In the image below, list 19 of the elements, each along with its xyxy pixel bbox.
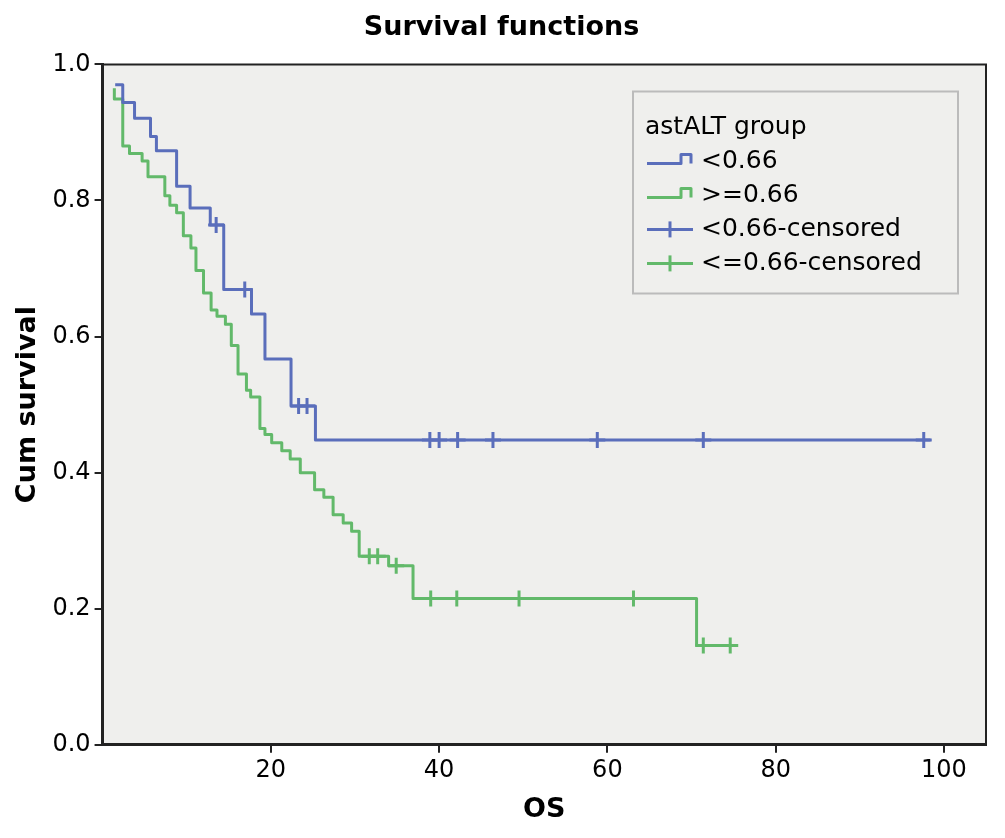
- x-tick-label: 100: [921, 755, 967, 784]
- legend-label: <0.66-censored: [701, 212, 901, 242]
- x-axis-title: OS: [523, 791, 566, 823]
- legend-label: <0.66: [701, 144, 778, 174]
- x-tick-label: 20: [255, 755, 287, 784]
- x-tick-label: 40: [423, 755, 455, 784]
- y-tick-label: 0.6: [52, 320, 91, 349]
- y-tick-label: 0.0: [52, 729, 91, 758]
- y-tick-label: 0.8: [52, 184, 91, 213]
- y-tick-label: 0.2: [52, 592, 91, 621]
- legend-label: <=0.66-censored: [701, 246, 922, 276]
- chart-title: Survival functions: [363, 10, 640, 42]
- x-tick-label: 60: [592, 755, 623, 784]
- legend-label: >=0.66: [701, 178, 799, 208]
- y-axis-title: Cum survival: [10, 306, 42, 504]
- y-tick-label: 1.0: [52, 48, 91, 77]
- x-tick-label: 80: [760, 755, 791, 784]
- legend-title: astALT group: [645, 110, 807, 140]
- y-tick-label: 0.4: [52, 456, 91, 485]
